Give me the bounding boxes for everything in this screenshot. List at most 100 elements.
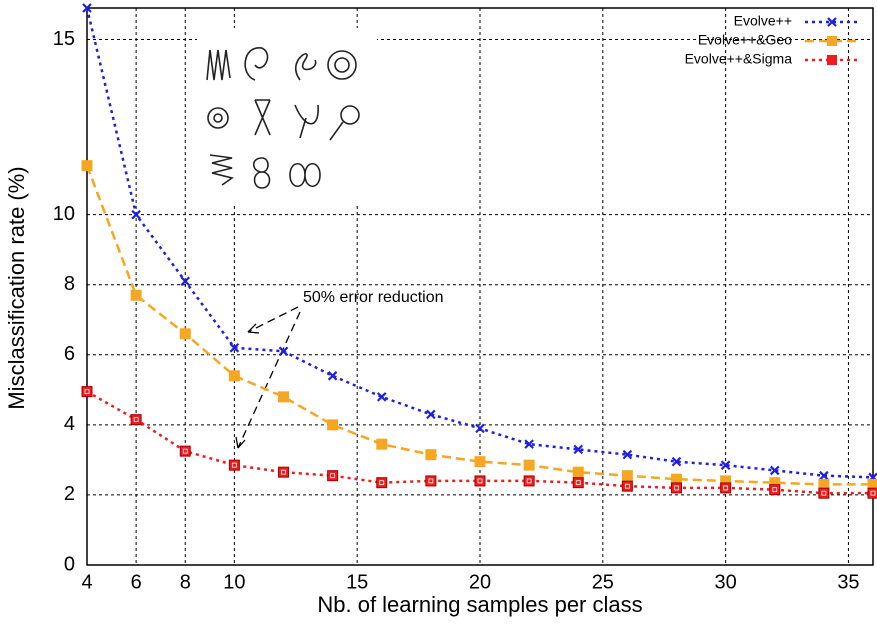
x-tick-label: 30	[715, 571, 737, 593]
x-axis-label: Nb. of learning samples per class	[317, 592, 642, 617]
legend-label: Evolve++&Sigma	[685, 51, 793, 67]
marker	[376, 477, 388, 489]
y-tick-label: 6	[64, 343, 75, 365]
marker	[179, 445, 191, 457]
series	[81, 386, 877, 499]
marker	[376, 438, 388, 450]
marker	[819, 470, 829, 481]
gesture-inset	[197, 28, 377, 203]
marker	[818, 487, 830, 499]
series-line	[86, 390, 873, 495]
x-tick-label: 20	[469, 571, 491, 593]
marker	[867, 487, 877, 499]
marker	[524, 439, 534, 449]
marker-inner	[821, 490, 827, 496]
series-line	[85, 165, 873, 486]
marker	[621, 480, 633, 492]
marker	[573, 444, 584, 455]
marker	[179, 328, 191, 340]
arrow-heads	[235, 323, 260, 449]
marker-inner	[281, 469, 286, 475]
marker	[769, 484, 781, 496]
marker	[425, 475, 437, 487]
y-tick-label: 8	[64, 273, 75, 295]
marker	[426, 409, 436, 420]
marker	[622, 449, 633, 460]
marker	[769, 465, 780, 476]
marker-inner	[870, 490, 876, 496]
legend-entry: Evolve++	[734, 13, 860, 29]
x-tick-label: 25	[592, 571, 614, 593]
marker	[278, 466, 289, 478]
y-tick-label: 0	[64, 553, 75, 575]
marker	[474, 475, 486, 487]
marker-inner	[477, 478, 483, 484]
y-tick-label: 15	[53, 28, 75, 50]
marker	[278, 391, 289, 403]
marker-inner	[575, 480, 581, 486]
marker	[720, 460, 731, 470]
marker	[130, 289, 142, 301]
marker	[671, 482, 682, 494]
legend-entry: Evolve++&Sigma	[685, 51, 860, 67]
marker	[621, 470, 633, 482]
marker	[81, 160, 93, 172]
marker	[671, 456, 682, 467]
marker-inner	[330, 473, 336, 479]
marker	[376, 392, 387, 402]
y-tick-label: 10	[53, 203, 75, 225]
marker	[131, 209, 141, 220]
marker	[474, 456, 486, 468]
y-axis-label: Misclassification rate (%)	[4, 166, 29, 409]
marker	[228, 370, 240, 382]
marker	[327, 371, 338, 381]
y-tick-label: 4	[64, 413, 75, 435]
marker	[278, 346, 289, 357]
marker-inner	[379, 480, 385, 486]
marker-inner	[526, 478, 532, 484]
marker	[327, 419, 339, 431]
legend-label: Evolve++&Geo	[698, 32, 792, 48]
marker	[572, 477, 584, 489]
marker	[228, 459, 240, 471]
marker	[572, 466, 584, 478]
annotation: 50% error reduction	[303, 289, 444, 306]
marker	[425, 449, 437, 461]
legend-marker	[827, 55, 837, 65]
marker	[81, 386, 93, 398]
marker-inner	[674, 485, 679, 491]
marker	[180, 276, 191, 287]
legend-label: Evolve++	[734, 13, 792, 29]
marker-inner	[231, 462, 237, 468]
series	[81, 160, 877, 490]
marker-inner	[133, 417, 139, 423]
y-tick-label: 2	[64, 483, 75, 505]
marker	[475, 423, 485, 434]
marker	[327, 470, 339, 482]
marker-inner	[428, 478, 434, 484]
x-tick-label: 15	[346, 571, 368, 593]
series	[82, 3, 877, 483]
x-tick-label: 35	[837, 571, 859, 593]
marker-inner	[182, 448, 188, 454]
marker	[229, 343, 240, 353]
marker-inner	[723, 485, 729, 491]
x-tick-label: 4	[81, 571, 92, 593]
marker	[523, 475, 535, 487]
marker-inner	[772, 487, 778, 493]
x-tick-label: 6	[131, 571, 142, 593]
marker-inner	[624, 483, 630, 489]
marker	[523, 459, 535, 471]
x-tick-label: 8	[180, 571, 191, 593]
x-tick-label: 10	[223, 571, 245, 593]
plot-frame	[86, 7, 874, 566]
marker	[720, 482, 732, 494]
marker-inner	[84, 389, 90, 394]
legend-entry: Evolve++&Geo	[698, 32, 860, 48]
legend-marker	[827, 17, 837, 27]
legend-marker	[827, 36, 837, 46]
marker	[130, 414, 142, 426]
marker	[82, 3, 92, 13]
annotation-arrows	[237, 306, 301, 449]
